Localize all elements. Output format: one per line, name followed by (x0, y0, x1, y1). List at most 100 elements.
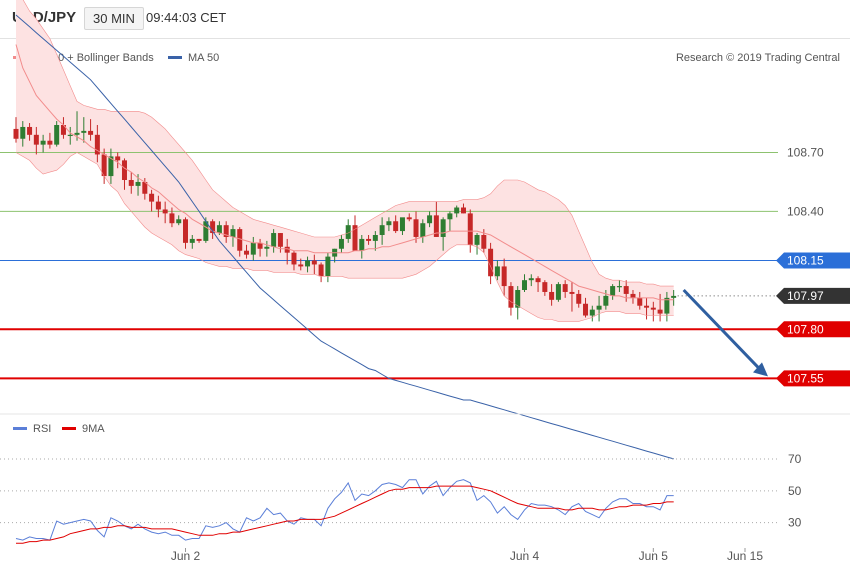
candle-body (596, 305, 602, 310)
candle (372, 231, 378, 251)
candle (108, 148, 114, 184)
candle-body (406, 217, 412, 220)
candle-body (386, 221, 392, 226)
rsi-tick-30: 30 (788, 516, 802, 530)
candle (555, 282, 561, 302)
candle (366, 235, 372, 245)
candle-body (155, 201, 161, 210)
candle-body (616, 286, 622, 288)
candle-body (250, 242, 256, 255)
candle-body (562, 284, 568, 292)
price-tag-108.15 (776, 252, 850, 269)
candle (569, 282, 575, 312)
rsi-tick-50: 50 (788, 484, 802, 498)
bb-legend-label: MA 20 + Bollinger Bands (33, 52, 154, 64)
candle-body (135, 181, 141, 186)
candle (542, 280, 548, 296)
candle-body (210, 221, 216, 234)
candle-body (115, 156, 121, 161)
candle-body (372, 235, 378, 241)
candle (196, 238, 202, 243)
x-tick-label-jun-2: Jun 2 (171, 549, 201, 563)
level-label-108.70: 108.70 (787, 146, 824, 160)
price-tag-label-108.15: 108.15 (787, 254, 824, 268)
candle (81, 117, 87, 143)
candle-body (447, 213, 453, 220)
candle (257, 238, 263, 257)
candle-body (345, 225, 351, 239)
candle (650, 301, 656, 322)
candle (298, 258, 304, 271)
candle-body (237, 229, 243, 251)
ma50-legend-label: MA 50 (188, 52, 219, 64)
candle-body (549, 291, 555, 300)
moving-averages (15, 0, 674, 460)
forecast-arrow-shaft (682, 288, 764, 373)
candle-body (467, 213, 473, 245)
candle (345, 219, 351, 243)
candle (603, 290, 609, 310)
candle (576, 290, 582, 308)
9ma-line (16, 485, 674, 544)
candle (379, 217, 385, 245)
candle-body (60, 125, 66, 135)
candle-body (630, 293, 636, 298)
candle (535, 276, 541, 292)
candle-body (603, 295, 609, 306)
candle-body (305, 260, 311, 267)
candle-body (101, 154, 107, 177)
candle-body (176, 219, 182, 224)
candle (88, 119, 94, 141)
candle (250, 236, 256, 261)
ma50-line (15, 14, 674, 460)
candle-body (623, 286, 629, 294)
candle-body (284, 246, 290, 253)
candle (264, 240, 270, 257)
candle-body (298, 264, 304, 267)
candle-body (257, 242, 263, 249)
candle (183, 217, 188, 249)
candle (637, 291, 643, 310)
candle-body (657, 309, 663, 314)
credit-text: Research © 2019 Trading Central (676, 52, 840, 64)
candle-body (427, 215, 433, 224)
candle-body (589, 309, 595, 316)
x-tick-label-jun-5: Jun 5 (639, 549, 669, 563)
candle (447, 211, 453, 232)
candle (40, 134, 46, 153)
candle (210, 219, 216, 239)
candle (115, 152, 121, 169)
rsi-tick-70: 70 (788, 452, 802, 466)
candle-body (583, 303, 589, 316)
candle-body (223, 225, 229, 237)
candle-body (311, 260, 317, 265)
candle-body (671, 295, 677, 298)
candle (583, 297, 589, 318)
candle-body (271, 233, 277, 247)
candle-body (40, 140, 46, 145)
lower-band-line (15, 152, 674, 322)
candle (413, 211, 419, 243)
candle (237, 227, 243, 257)
candle (311, 254, 317, 275)
candle (67, 126, 73, 145)
forecast-arrow (682, 288, 768, 377)
timeframe-button[interactable]: 30 MIN (84, 7, 144, 30)
candle-body (366, 238, 372, 241)
candle (121, 158, 127, 190)
candle (508, 282, 514, 316)
candle-body (576, 293, 582, 304)
candle-body (277, 233, 283, 247)
candle (494, 260, 500, 281)
candle (460, 203, 466, 214)
candle (616, 280, 622, 292)
candle-body (413, 219, 419, 237)
candle-body (460, 207, 466, 214)
candle (33, 126, 39, 155)
candle-body (420, 223, 426, 237)
candle-body (481, 235, 487, 249)
candle-body (664, 297, 670, 314)
candle-body (440, 219, 446, 237)
candle (657, 293, 663, 322)
